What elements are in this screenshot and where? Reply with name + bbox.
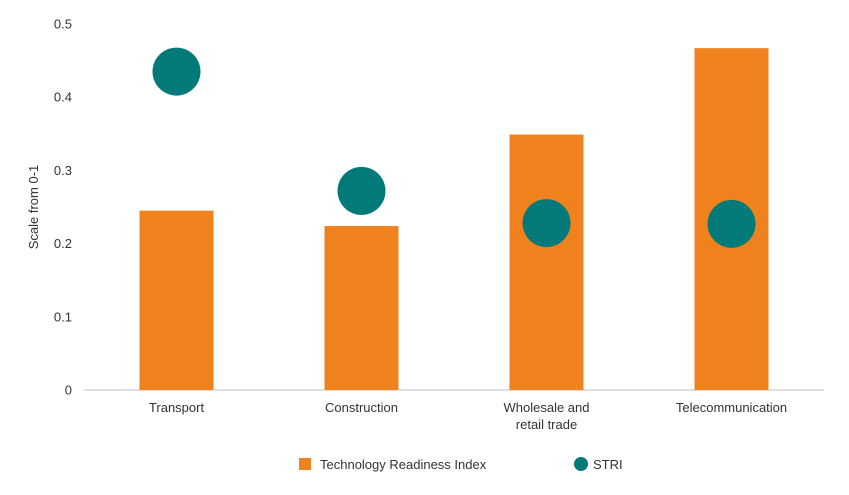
x-category-label: Construction [325, 400, 398, 415]
bar-technology-readiness-index [139, 210, 214, 390]
marker-stri [707, 199, 756, 248]
legend: Technology Readiness Index STRI [299, 457, 623, 472]
bar-technology-readiness-index [509, 134, 584, 390]
legend-swatch-technology-readiness-index [299, 458, 311, 470]
y-tick-label: 0.5 [54, 17, 72, 32]
y-tick-label: 0.1 [54, 309, 72, 324]
x-labels: Transport Construction Wholesale and retail… [149, 400, 787, 432]
y-axis: 0 0.1 0.2 0.3 0.4 0.5 [54, 17, 72, 398]
y-tick-label: 0.2 [54, 236, 72, 251]
legend-swatch-stri [574, 457, 588, 471]
y-tick-label: 0 [65, 383, 72, 398]
legend-label-stri: STRI [593, 457, 623, 472]
y-tick-label: 0.4 [54, 90, 72, 105]
x-category-label: Wholesale and [504, 400, 590, 415]
legend-label-technology-readiness-index: Technology Readiness Index [320, 457, 487, 472]
markers [152, 47, 756, 248]
x-category-label: Telecommunication [676, 400, 787, 415]
marker-stri [152, 47, 201, 96]
marker-stri [337, 166, 386, 215]
x-category-label: Transport [149, 400, 205, 415]
bars [139, 48, 769, 390]
y-axis-title: Scale from 0-1 [26, 165, 41, 250]
y-tick-label: 0.3 [54, 163, 72, 178]
marker-stri [522, 199, 571, 248]
x-category-label: retail trade [516, 417, 577, 432]
bar-technology-readiness-index [324, 226, 399, 390]
